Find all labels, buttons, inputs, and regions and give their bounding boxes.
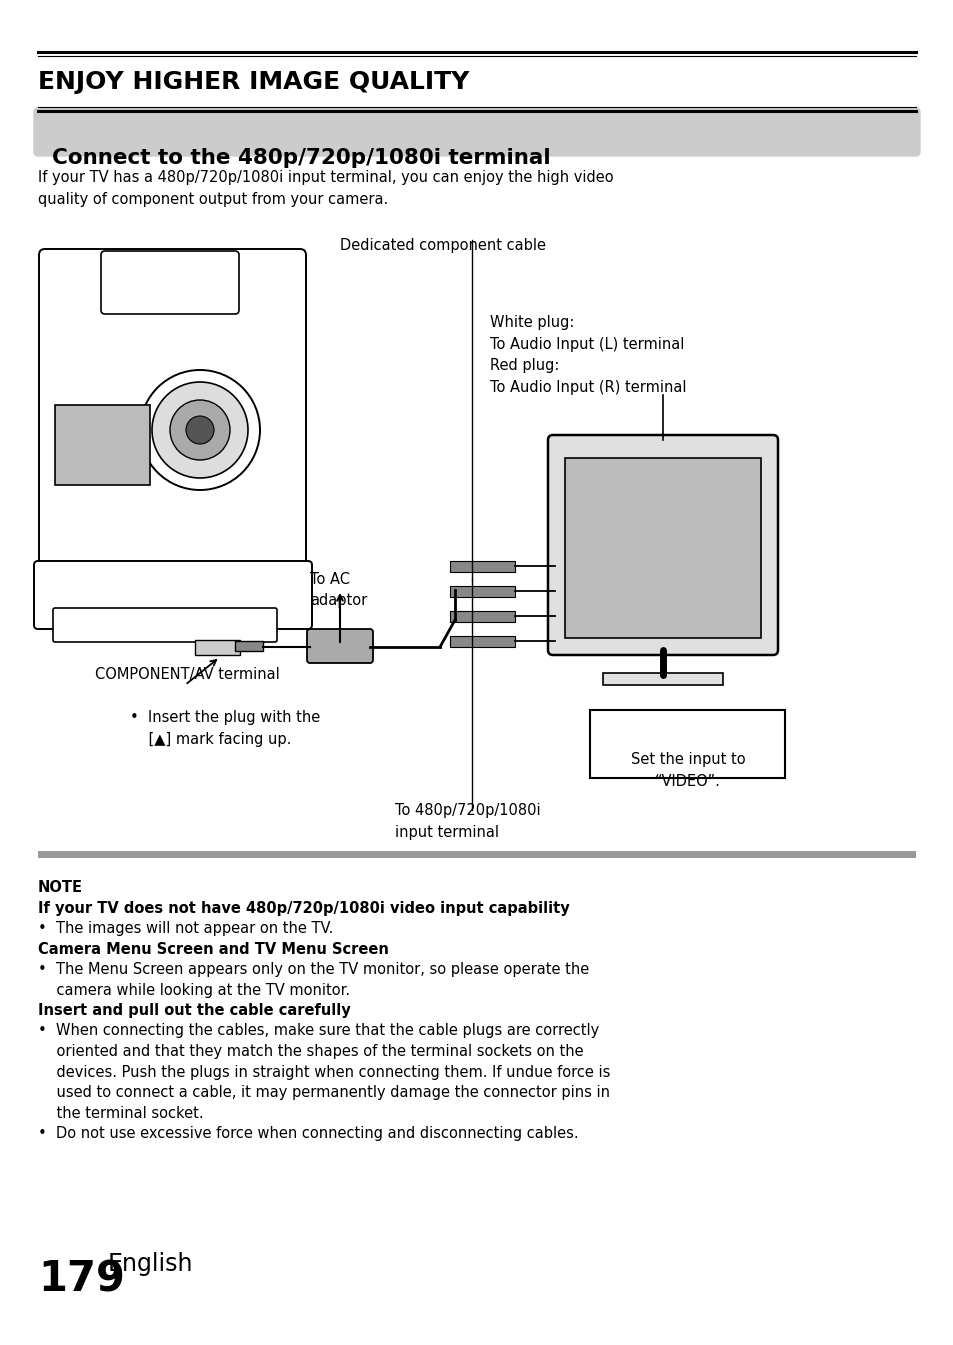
- Text: camera while looking at the TV monitor.: camera while looking at the TV monitor.: [38, 982, 350, 998]
- Text: devices. Push the plugs in straight when connecting them. If undue force is: devices. Push the plugs in straight when…: [38, 1064, 610, 1080]
- Text: •  Do not use excessive force when connecting and disconnecting cables.: • Do not use excessive force when connec…: [38, 1126, 578, 1141]
- Text: 179: 179: [38, 1258, 125, 1301]
- Text: ENJOY HIGHER IMAGE QUALITY: ENJOY HIGHER IMAGE QUALITY: [38, 70, 469, 94]
- Bar: [194, 640, 240, 655]
- FancyBboxPatch shape: [53, 608, 276, 642]
- FancyBboxPatch shape: [34, 561, 312, 629]
- Text: oriented and that they match the shapes of the terminal sockets on the: oriented and that they match the shapes …: [38, 1044, 583, 1059]
- Text: If your TV does not have 480p/720p/1080i video input capability: If your TV does not have 480p/720p/1080i…: [38, 901, 569, 916]
- Bar: [450, 636, 515, 647]
- Text: White plug:
To Audio Input (L) terminal
Red plug:
To Audio Input (R) terminal: White plug: To Audio Input (L) terminal …: [490, 315, 686, 395]
- FancyBboxPatch shape: [39, 249, 306, 572]
- Circle shape: [170, 399, 230, 460]
- Text: used to connect a cable, it may permanently damage the connector pins in: used to connect a cable, it may permanen…: [38, 1085, 609, 1100]
- FancyBboxPatch shape: [34, 108, 919, 156]
- Text: To 480p/720p/1080i
input terminal: To 480p/720p/1080i input terminal: [395, 803, 540, 839]
- Circle shape: [186, 416, 213, 444]
- Text: •  The images will not appear on the TV.: • The images will not appear on the TV.: [38, 921, 333, 936]
- Bar: [602, 672, 722, 685]
- Text: the terminal socket.: the terminal socket.: [38, 1106, 203, 1120]
- Text: •  When connecting the cables, make sure that the cable plugs are correctly: • When connecting the cables, make sure …: [38, 1024, 598, 1038]
- Text: If your TV has a 480p/720p/1080i input terminal, you can enjoy the high video
qu: If your TV has a 480p/720p/1080i input t…: [38, 169, 613, 207]
- Text: Dedicated component cable: Dedicated component cable: [339, 238, 545, 253]
- Circle shape: [140, 370, 260, 490]
- Text: •  The Menu Screen appears only on the TV monitor, so please operate the: • The Menu Screen appears only on the TV…: [38, 962, 589, 976]
- Bar: [450, 611, 515, 621]
- Circle shape: [152, 382, 248, 477]
- Bar: [450, 586, 515, 597]
- FancyBboxPatch shape: [307, 629, 373, 663]
- Text: Camera Menu Screen and TV Menu Screen: Camera Menu Screen and TV Menu Screen: [38, 941, 389, 956]
- Bar: [55, 405, 150, 486]
- Text: COMPONENT/AV terminal: COMPONENT/AV terminal: [95, 667, 279, 682]
- Text: NOTE: NOTE: [38, 880, 83, 894]
- Text: English: English: [108, 1252, 193, 1276]
- FancyBboxPatch shape: [101, 252, 239, 313]
- Bar: [564, 459, 760, 638]
- Text: •  Insert the plug with the
    [▲] mark facing up.: • Insert the plug with the [▲] mark faci…: [130, 710, 320, 746]
- Text: Connect to the 480p/720p/1080i terminal: Connect to the 480p/720p/1080i terminal: [52, 148, 550, 168]
- Text: To AC
adaptor: To AC adaptor: [310, 572, 367, 608]
- Bar: [450, 561, 515, 572]
- Bar: [589, 710, 784, 777]
- Text: Insert and pull out the cable carefully: Insert and pull out the cable carefully: [38, 1003, 351, 1018]
- FancyBboxPatch shape: [547, 434, 778, 655]
- Bar: [234, 642, 263, 651]
- Bar: [38, 851, 915, 858]
- Text: Set the input to
“VIDEO”.: Set the input to “VIDEO”.: [630, 752, 744, 790]
